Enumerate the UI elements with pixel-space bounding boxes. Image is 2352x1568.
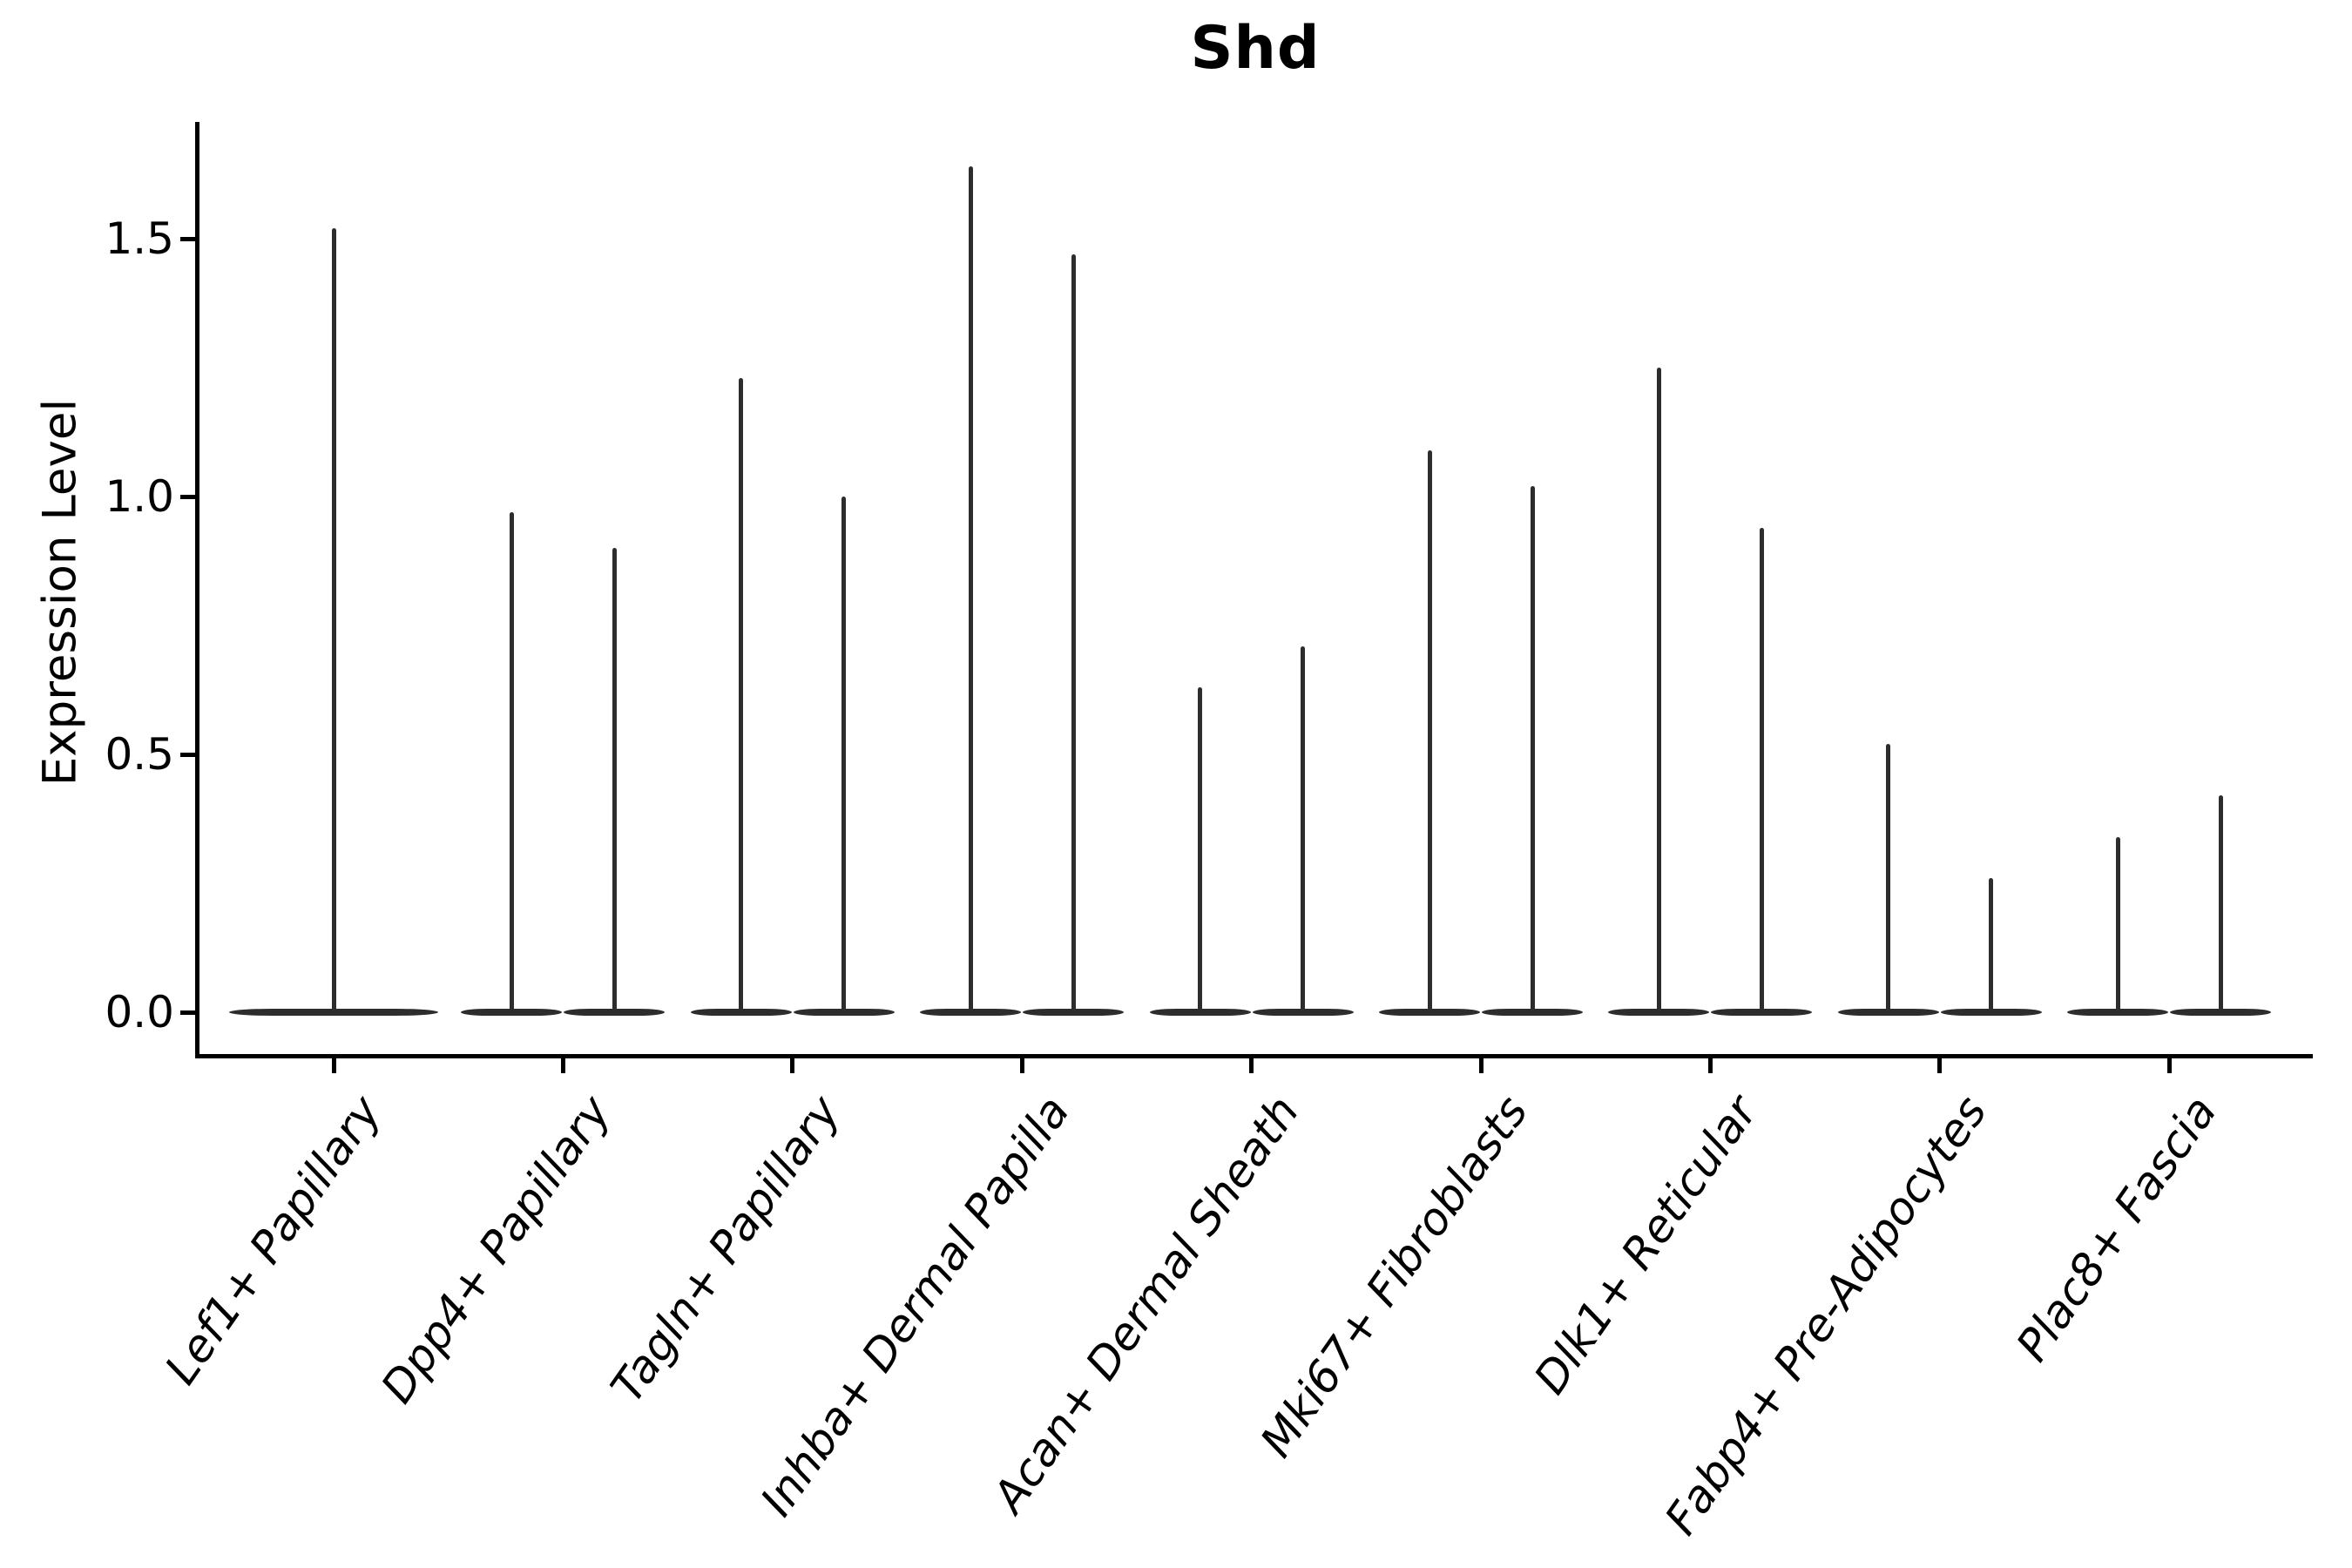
chart-title: Shd xyxy=(1190,14,1321,83)
violin-spike xyxy=(1759,527,1764,1012)
violin-spike xyxy=(1886,744,1891,1012)
violin-base xyxy=(1149,1009,1251,1016)
y-tick-label: 0.5 xyxy=(105,729,174,780)
violin-spike xyxy=(841,497,847,1012)
x-tick xyxy=(1019,1058,1024,1073)
violin-spike xyxy=(1071,253,1076,1012)
y-axis-line xyxy=(195,122,199,1058)
y-tick-label: 1.5 xyxy=(105,213,174,264)
y-tick xyxy=(180,1010,195,1015)
x-tick xyxy=(1249,1058,1254,1073)
violin-base xyxy=(793,1009,895,1016)
y-tick-label: 0.0 xyxy=(105,987,174,1037)
x-tick-label: Lef1+ Papillary xyxy=(155,1087,392,1395)
x-tick xyxy=(560,1058,565,1073)
violin-base xyxy=(1837,1009,1939,1016)
violin-spike xyxy=(331,228,336,1012)
violin-base xyxy=(1379,1009,1480,1016)
x-tick xyxy=(790,1058,795,1073)
violin-spike xyxy=(2218,795,2223,1012)
x-tick-label: Dlk1+ Reticular xyxy=(1524,1087,1768,1404)
violin-spike xyxy=(2115,836,2120,1012)
violin-spike xyxy=(1530,486,1535,1012)
violin-spike xyxy=(968,166,973,1012)
violin-base xyxy=(564,1009,666,1016)
violin-spike xyxy=(739,377,744,1012)
y-tick xyxy=(180,236,195,241)
x-tick xyxy=(331,1058,336,1073)
violin-base xyxy=(920,1009,1022,1016)
x-tick-label: Mki67+ Fibroblasts xyxy=(1251,1087,1539,1467)
violin-base xyxy=(1252,1009,1354,1016)
x-tick xyxy=(1478,1058,1484,1073)
x-tick xyxy=(1707,1058,1713,1073)
violin-base xyxy=(1023,1009,1125,1016)
x-tick-label: Dpp4+ Papillary xyxy=(371,1087,621,1413)
violin-spike xyxy=(612,548,617,1012)
violin-spike xyxy=(509,511,514,1012)
x-tick-label: Tagln+ Papillary xyxy=(601,1087,851,1413)
violin-base xyxy=(1711,1009,1813,1016)
x-tick xyxy=(1937,1058,1943,1073)
x-tick xyxy=(2166,1058,2172,1073)
violin-spike xyxy=(1427,449,1432,1012)
violin-base xyxy=(1482,1009,1583,1016)
violin-spike xyxy=(1198,687,1203,1012)
violin-base xyxy=(461,1009,563,1016)
violin-base xyxy=(229,1009,438,1016)
violin-base xyxy=(1608,1009,1710,1016)
violin-base xyxy=(1940,1009,2042,1016)
y-tick-label: 1.0 xyxy=(105,471,174,522)
violin-spike xyxy=(1656,368,1661,1012)
violin-base xyxy=(2067,1009,2169,1016)
violin-base xyxy=(2170,1009,2272,1016)
violin-spike xyxy=(1989,878,1994,1012)
x-axis-line xyxy=(195,1054,2313,1058)
x-tick-label: Plac8+ Fascia xyxy=(2006,1087,2227,1371)
violin-base xyxy=(690,1009,792,1016)
y-tick xyxy=(180,494,195,499)
y-tick xyxy=(180,752,195,757)
violin-spike xyxy=(1301,645,1306,1012)
